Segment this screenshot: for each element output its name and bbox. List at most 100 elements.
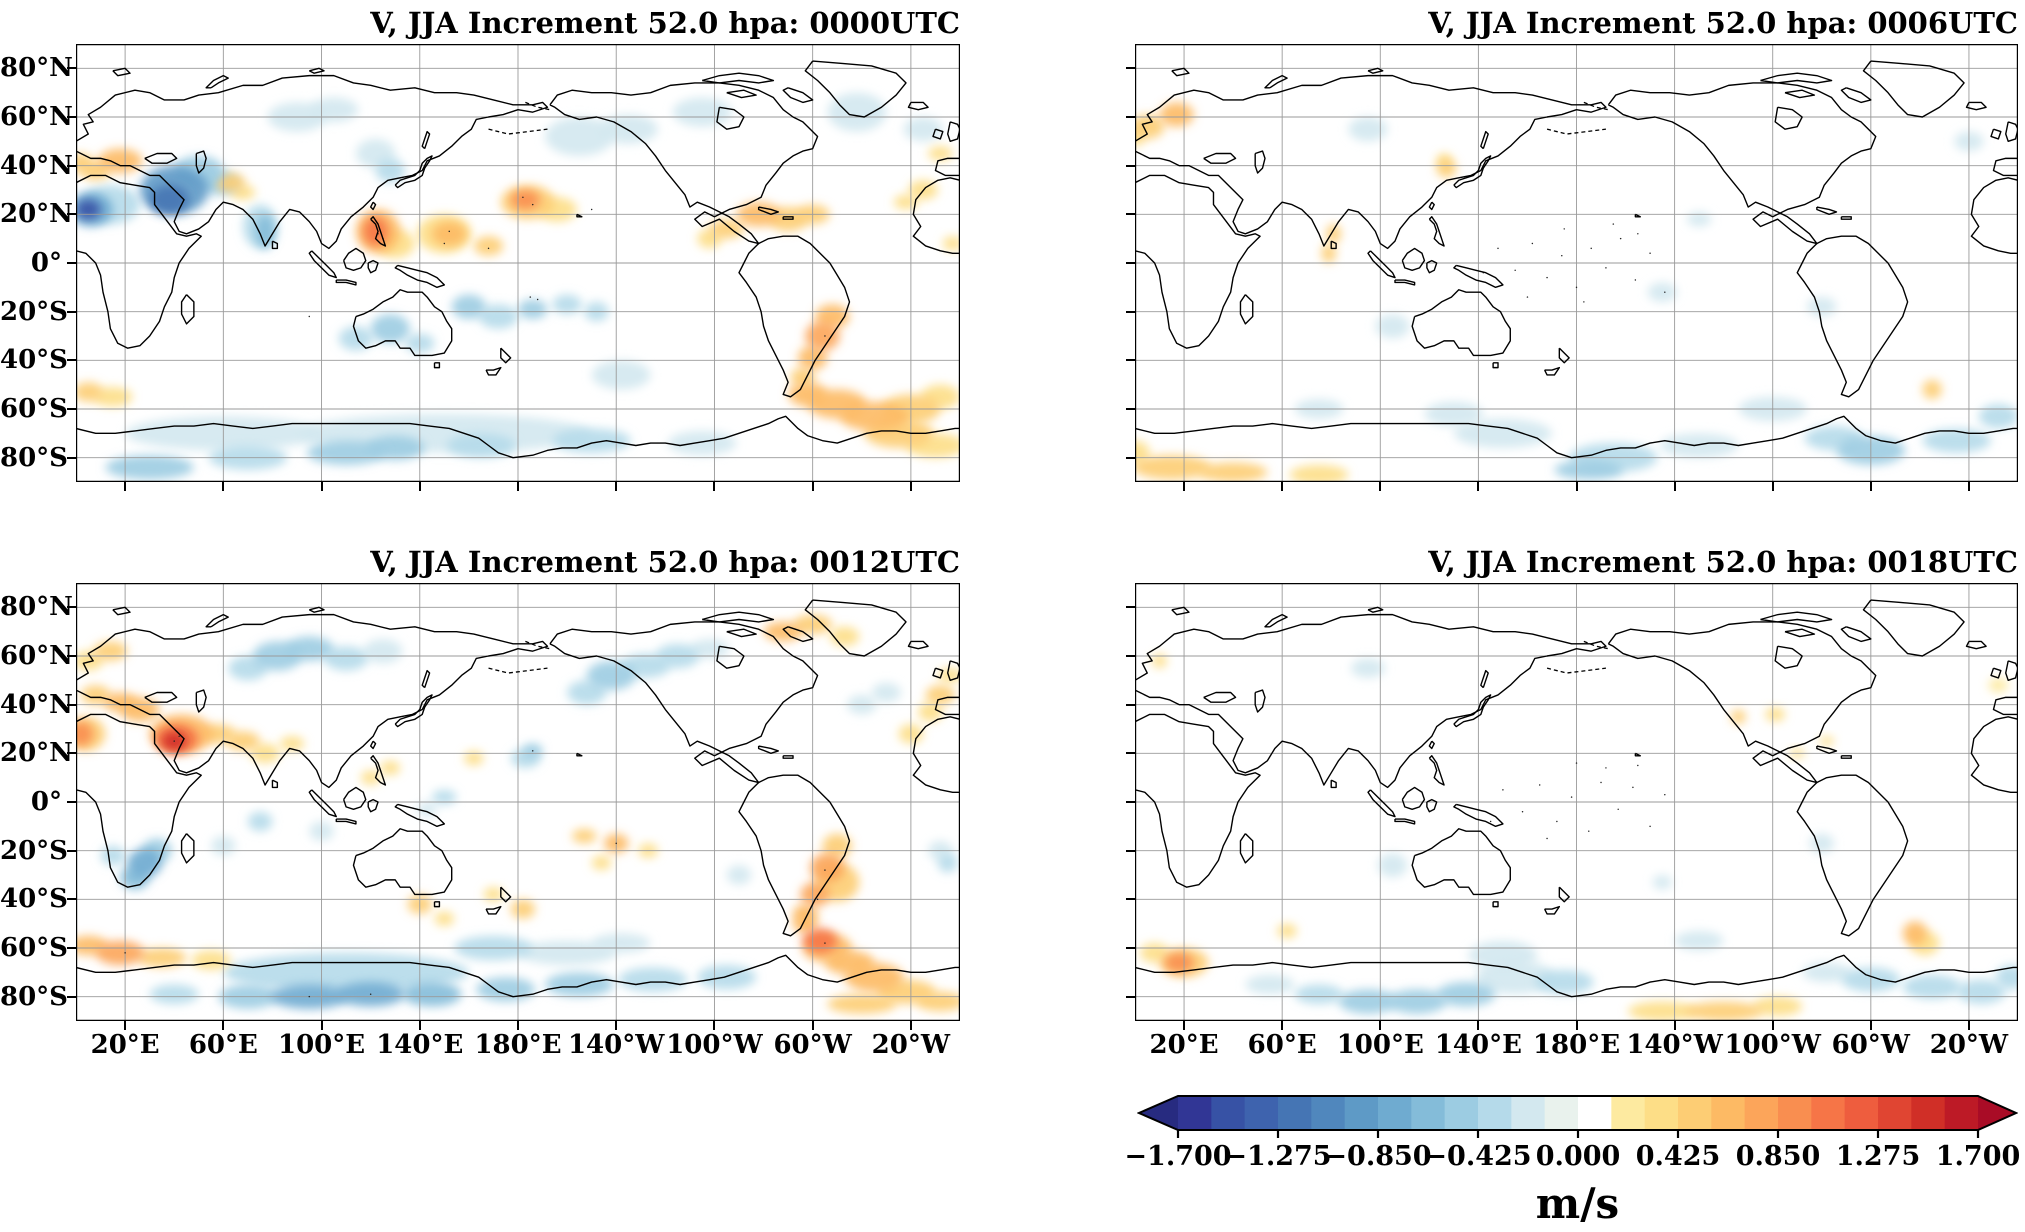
stipple-dots [308, 196, 826, 337]
lat-tick-mark [67, 995, 76, 998]
anomaly-blob [1902, 921, 1928, 946]
colorbar-segment [1711, 1096, 1746, 1130]
anomaly-blob [402, 982, 462, 1007]
anomaly-blob [1159, 102, 1194, 127]
lon-tick-mark [1379, 482, 1382, 491]
lat-tick-mark [1126, 703, 1135, 706]
lon-tick-label: 100°W [1724, 1030, 1821, 1060]
anomaly-blob [591, 933, 651, 953]
colorbar-segment [1811, 1096, 1846, 1130]
colorbar-segment [1511, 1096, 1546, 1130]
lon-tick-mark [1281, 482, 1284, 491]
map-0012utc [76, 583, 960, 1021]
lat-tick-label: 60°N [0, 641, 73, 671]
anomaly-blob [255, 214, 275, 249]
colorbar-segment [1478, 1096, 1512, 1130]
colorbar-segment [1311, 1096, 1346, 1130]
graticule [1135, 583, 2018, 1021]
anomaly-field [76, 92, 960, 480]
lat-tick-mark [67, 801, 76, 803]
anomaly-blob [191, 950, 231, 970]
lat-tick-label: 80°N [0, 592, 73, 623]
anomaly-blob [545, 117, 614, 156]
anomaly-blob [937, 853, 958, 873]
lon-tick-label: 20°E [90, 1030, 160, 1060]
lat-tick-mark [67, 116, 76, 118]
graticule [1135, 44, 2018, 482]
anomaly-blob [483, 887, 504, 902]
anomaly-blob [1326, 224, 1342, 244]
lon-tick-mark [811, 482, 814, 491]
anomaly-blob [76, 721, 94, 747]
anomaly-blob [805, 321, 840, 351]
anomaly-blob [1436, 158, 1457, 178]
anomaly-blob [76, 199, 101, 220]
map-0018utc [1135, 583, 2018, 1021]
colorbar-segment [1644, 1096, 1679, 1130]
lat-tick-label: 0° [30, 787, 62, 817]
lat-tick-mark [67, 849, 76, 852]
anomaly-blob [1135, 455, 1212, 480]
lat-tick-mark [1126, 310, 1135, 313]
colorbar-segment [1244, 1096, 1279, 1130]
anomaly-blob [510, 190, 541, 210]
lon-tick-mark [1967, 482, 1970, 491]
anomaly-blob [618, 967, 688, 992]
lon-tick-mark [1477, 1021, 1480, 1030]
anomaly-blob [1338, 989, 1398, 1014]
colorbar-segment [1878, 1096, 1912, 1130]
anomaly-blob [1802, 962, 1852, 983]
anomaly-blob [1628, 1001, 1697, 1021]
anomaly-blob [93, 641, 128, 661]
anomaly-blob [552, 294, 582, 315]
colorbar-segment [1678, 1096, 1712, 1130]
anomaly-blob [279, 736, 305, 751]
panel-0006utc: V, JJA Increment 52.0 hpa: 0006UTC [1135, 6, 2018, 482]
anomaly-blob [697, 965, 757, 990]
lon-tick-label: 100°E [278, 1030, 366, 1060]
colorbar-unit-label: m/s [1535, 1179, 1620, 1228]
anomaly-blob [1554, 460, 1624, 480]
lon-tick-mark [713, 482, 716, 491]
lat-tick-label: 20°N [0, 738, 73, 769]
colorbar-segment [1544, 1096, 1579, 1130]
lat-tick-mark [67, 164, 76, 167]
anomaly-field [1135, 102, 2018, 482]
lat-tick-label: 40°N [0, 689, 73, 720]
anomaly-blob [1294, 984, 1344, 1004]
lon-tick-mark [222, 1021, 225, 1030]
coastlines [76, 600, 960, 997]
lat-tick-mark [1126, 456, 1135, 459]
anomaly-blob [1809, 833, 1835, 854]
anomaly-blob [545, 972, 614, 997]
colorbar-segment [1844, 1096, 1879, 1130]
colorbar: m/s −1.700 −1.275 −0.850 −0.425 0.000 0.425 0.… [1124, 1095, 2020, 1230]
anomaly-blob [572, 828, 597, 844]
anomaly-blob [476, 977, 536, 1002]
lon-tick-mark [1771, 1021, 1774, 1030]
colorbar-tick-label: −1.275 [1224, 1141, 1332, 1172]
anomaly-blob [98, 148, 143, 173]
lat-tick-mark [67, 947, 76, 949]
colorbar-segment [1278, 1096, 1312, 1130]
anomaly-blob [76, 382, 104, 402]
anomaly-blob [1289, 464, 1349, 482]
anomaly-blob [1350, 658, 1386, 678]
stipple-dots [1482, 223, 1666, 303]
anomaly-blob [137, 948, 187, 968]
anomaly-blob [149, 984, 199, 1004]
anomaly-blob [1674, 930, 1724, 951]
lon-tick-mark [517, 482, 519, 491]
lon-tick-mark [124, 482, 127, 491]
lon-tick-mark [418, 1021, 421, 1030]
lon-tick-label: 60°E [188, 1030, 258, 1060]
colorbar-segment [1944, 1096, 1979, 1130]
lat-tick-mark [1126, 995, 1135, 998]
lat-tick-mark [1126, 606, 1135, 609]
colorbar-tick-label: 0.000 [1535, 1141, 1621, 1172]
anomaly-blob [726, 865, 752, 885]
anomaly-blob [105, 455, 194, 480]
anomaly-blob [76, 153, 94, 173]
colorbar-segment [1178, 1096, 1212, 1130]
anomaly-blob [80, 685, 111, 705]
